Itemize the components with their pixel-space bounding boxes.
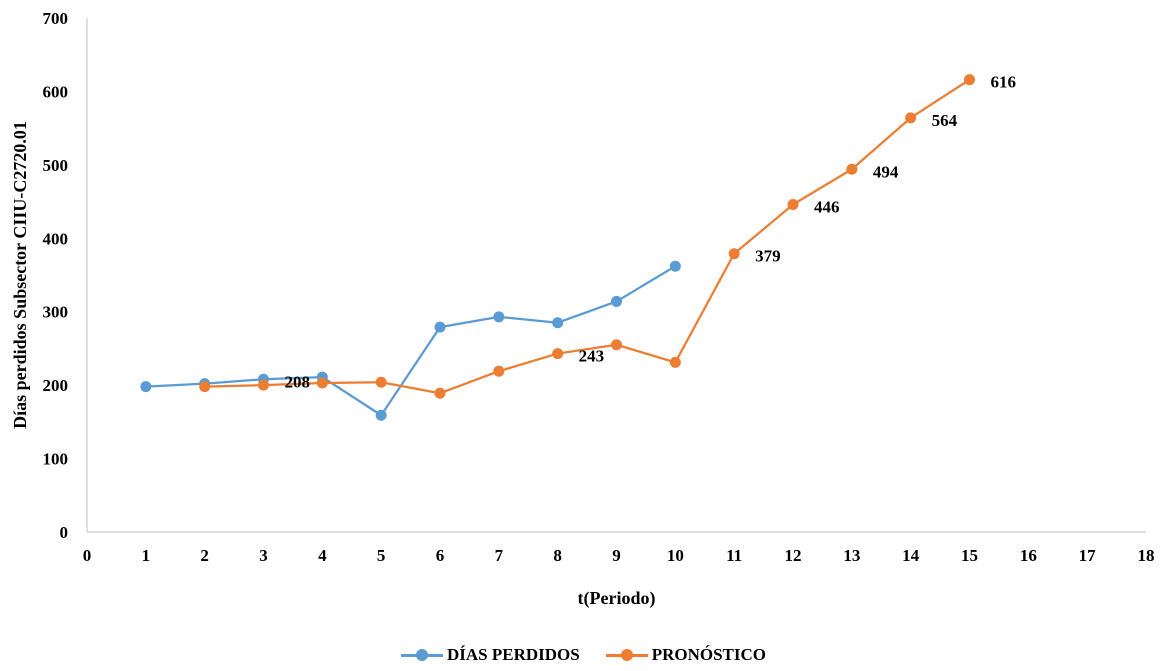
x-tick-label: 9 <box>612 546 621 565</box>
series-1 <box>199 74 975 399</box>
data-point[interactable] <box>140 381 152 393</box>
data-point[interactable] <box>611 339 622 351</box>
legend-item-pronostico[interactable]: PRONÓSTICO <box>605 645 767 665</box>
x-tick-label: 15 <box>961 546 978 565</box>
data-point[interactable] <box>728 248 740 260</box>
legend-label-pronostico: PRONÓSTICO <box>651 645 767 664</box>
x-tick-label: 11 <box>726 546 742 565</box>
y-tick-label: 0 <box>60 523 69 542</box>
y-tick-label: 400 <box>43 229 69 248</box>
data-point[interactable] <box>493 365 505 377</box>
y-tick-label: 600 <box>43 82 69 101</box>
data-label: 616 <box>991 73 1017 92</box>
x-tick-label: 8 <box>553 546 562 565</box>
data-point[interactable] <box>375 376 387 388</box>
x-tick-label: 7 <box>495 546 504 565</box>
data-label: 379 <box>755 247 781 266</box>
y-axis-label: Días perdidos Subsector CIIU-C2720.01 <box>10 121 30 429</box>
y-tick-label: 100 <box>43 450 69 469</box>
data-point[interactable] <box>552 317 564 329</box>
x-tick-label: 14 <box>902 546 920 565</box>
x-tick-label: 4 <box>318 546 327 565</box>
x-tick-label: 10 <box>667 546 684 565</box>
y-tick-label: 500 <box>43 156 69 175</box>
data-point[interactable] <box>787 199 799 211</box>
data-point[interactable] <box>964 74 975 86</box>
data-point[interactable] <box>669 260 681 272</box>
data-label: 446 <box>814 198 840 217</box>
x-tick-label: 12 <box>785 546 802 565</box>
axes <box>86 18 1146 533</box>
legend-swatch-pronostico <box>605 649 648 661</box>
x-tick-label: 5 <box>377 546 386 565</box>
data-labels: 208 243 379 446 494 564 616 <box>285 73 1017 392</box>
legend-swatch-dias-perdidos <box>400 649 443 661</box>
series-line <box>145 265 676 417</box>
data-label: 494 <box>873 162 899 181</box>
x-tick-label: 18 <box>1138 546 1155 565</box>
line-chart: 0 1 2 3 4 5 6 7 8 9 10 11 12 13 14 15 16 17 18 01002003004… <box>10 9 1155 609</box>
x-tick-label: 2 <box>200 546 209 565</box>
data-point[interactable] <box>375 409 387 421</box>
x-tick-label: 3 <box>259 546 268 565</box>
y-tick-label: 200 <box>43 376 69 395</box>
series-0 <box>140 260 681 421</box>
data-point[interactable] <box>905 112 917 124</box>
data-point[interactable] <box>552 348 564 360</box>
x-tick-label: 16 <box>1020 546 1037 565</box>
data-point[interactable] <box>434 387 446 399</box>
data-point[interactable] <box>199 381 211 393</box>
data-point[interactable] <box>316 377 328 389</box>
y-tick-label: 700 <box>43 9 69 28</box>
x-tick-label: 17 <box>1079 546 1097 565</box>
x-tick-label: 0 <box>83 546 92 565</box>
x-tick-label: 1 <box>142 546 151 565</box>
legend-item-dias-perdidos[interactable]: DÍAS PERDIDOS <box>400 645 580 665</box>
x-tick-label: 13 <box>843 546 860 565</box>
data-label: 208 <box>285 372 311 391</box>
series-line <box>204 78 971 395</box>
y-tick-labels: 0 100 200 300 400 500 600 700 <box>43 9 69 542</box>
x-axis-label: t(Periodo) <box>578 588 656 609</box>
data-point[interactable] <box>846 163 858 175</box>
series-layer <box>140 74 975 421</box>
legend: DÍAS PERDIDOS PRONÓSTICO <box>0 645 1167 665</box>
x-tick-label: 6 <box>436 546 445 565</box>
data-point[interactable] <box>258 379 269 391</box>
data-label: 564 <box>932 111 958 130</box>
data-point[interactable] <box>669 356 681 368</box>
data-point[interactable] <box>493 311 505 323</box>
legend-label-dias-perdidos: DÍAS PERDIDOS <box>446 645 580 664</box>
x-tick-labels: 0 1 2 3 4 5 6 7 8 9 10 11 12 13 14 15 16 17 18 <box>83 546 1155 565</box>
y-tick-label: 300 <box>43 303 69 322</box>
data-point[interactable] <box>611 295 622 307</box>
data-label: 243 <box>579 347 605 366</box>
data-point[interactable] <box>434 321 446 333</box>
